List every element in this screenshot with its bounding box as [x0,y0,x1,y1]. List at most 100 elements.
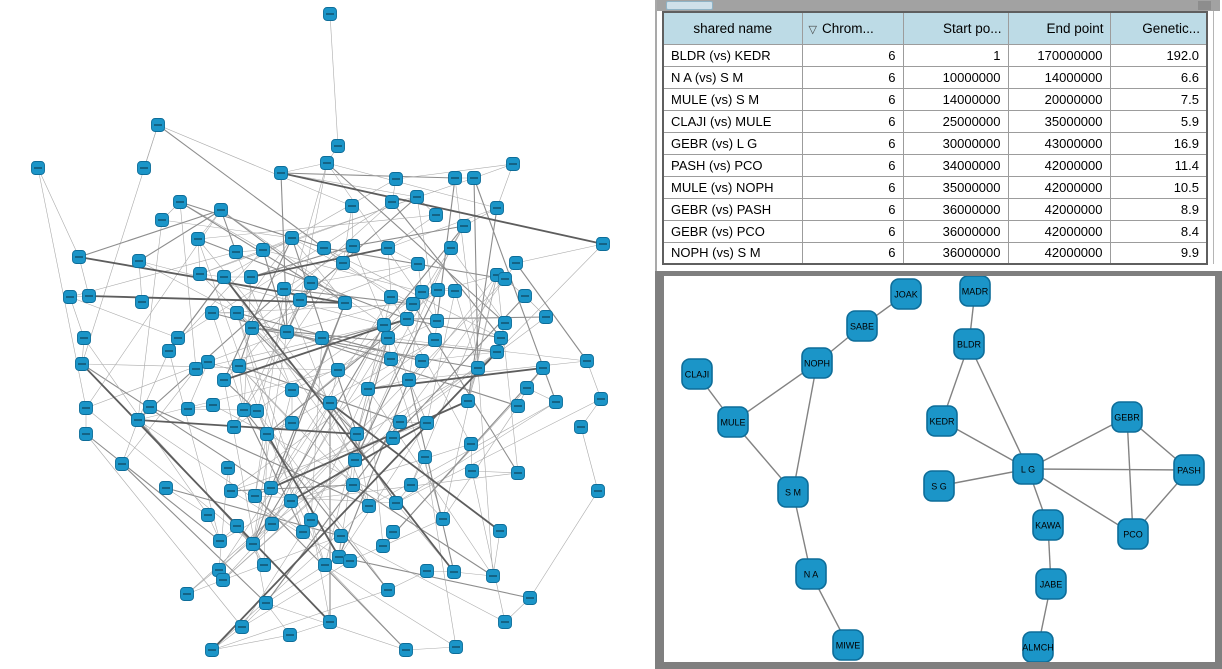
network-node[interactable] [201,508,215,522]
network-node[interactable] [214,203,228,217]
network-node[interactable] [79,427,93,441]
network-node-PCO[interactable]: PCO [1117,518,1149,550]
network-node[interactable] [486,569,500,583]
network-node[interactable] [159,481,173,495]
network-node[interactable] [494,331,508,345]
network-node[interactable] [428,333,442,347]
network-node[interactable] [444,241,458,255]
network-node[interactable] [244,270,258,284]
network-node[interactable] [536,361,550,375]
network-node[interactable] [385,195,399,209]
network-edge-NOPH-SM[interactable] [792,362,818,493]
network-node[interactable] [82,289,96,303]
network-node[interactable] [283,628,297,642]
network-node[interactable] [429,208,443,222]
network-node[interactable] [511,399,525,413]
filter-icon[interactable]: ▽ [808,23,817,36]
network-node-SG[interactable]: S G [923,470,955,502]
network-node[interactable] [132,254,146,268]
network-node[interactable] [189,362,203,376]
network-node[interactable] [317,241,331,255]
network-node[interactable] [230,519,244,533]
network-node[interactable] [265,517,279,531]
table-horizontal-scrollbar[interactable] [657,0,1220,11]
network-node[interactable] [217,270,231,284]
network-node[interactable] [293,293,307,307]
network-node[interactable] [162,344,176,358]
network-node[interactable] [461,394,475,408]
network-node[interactable] [245,321,259,335]
network-node-KEDR[interactable]: KEDR [926,405,958,437]
network-node[interactable] [221,461,235,475]
network-node[interactable] [418,450,432,464]
network-node-PASH[interactable]: PASH [1173,454,1205,486]
network-node[interactable] [338,296,352,310]
network-node[interactable] [250,404,264,418]
network-node[interactable] [498,615,512,629]
network-node[interactable] [596,237,610,251]
network-node[interactable] [237,403,251,417]
network-node[interactable] [63,290,77,304]
network-node[interactable] [277,282,291,296]
network-node[interactable] [274,166,288,180]
network-node[interactable] [498,272,512,286]
large-network-canvas[interactable] [0,0,655,669]
network-node[interactable] [457,219,471,233]
network-node-MIWE[interactable]: MIWE [832,629,864,661]
table-row[interactable]: MULE (vs) NOPH 6 35000000 42000000 10.5 [662,175,1208,199]
network-node-MULE[interactable]: MULE [717,406,749,438]
network-node[interactable] [304,513,318,527]
table-row[interactable]: BLDR (vs) KEDR 6 1 170000000 192.0 [662,43,1208,67]
network-node[interactable] [181,402,195,416]
network-node[interactable] [498,316,512,330]
network-node[interactable] [410,190,424,204]
network-edge-BLDR-LG[interactable] [968,343,1029,470]
network-node-SABE[interactable]: SABE [846,310,878,342]
network-node[interactable] [594,392,608,406]
network-node[interactable] [206,398,220,412]
network-node[interactable] [490,201,504,215]
column-header-4[interactable]: Genetic... [1109,11,1208,45]
network-node[interactable] [72,250,86,264]
network-node[interactable] [389,172,403,186]
network-node[interactable] [506,157,520,171]
network-node[interactable] [381,331,395,345]
network-node[interactable] [296,525,310,539]
table-row[interactable]: PASH (vs) PCO 6 34000000 42000000 11.4 [662,153,1208,177]
network-node[interactable] [465,464,479,478]
network-node[interactable] [343,554,357,568]
network-node[interactable] [350,427,364,441]
network-node[interactable] [151,118,165,132]
network-node-LG[interactable]: L G [1012,453,1044,485]
scrollbar-thumb[interactable] [666,1,713,10]
network-node[interactable] [173,195,187,209]
network-node[interactable] [346,239,360,253]
network-node[interactable] [201,355,215,369]
network-node[interactable] [386,525,400,539]
network-node[interactable] [115,457,129,471]
network-node[interactable] [381,583,395,597]
network-node-BLDR[interactable]: BLDR [953,328,985,360]
network-node[interactable] [346,478,360,492]
network-node[interactable] [449,640,463,654]
filtered-network-canvas[interactable]: JOAK MADR SABE BLDR NOPH CLAJI MULE KEDR GEBR L G… [664,276,1215,662]
network-node[interactable] [420,564,434,578]
network-node[interactable] [430,314,444,328]
network-node[interactable] [376,539,390,553]
network-node[interactable] [285,231,299,245]
network-node[interactable] [406,297,420,311]
network-node[interactable] [402,373,416,387]
network-node-GEBR[interactable]: GEBR [1111,401,1143,433]
network-node[interactable] [493,524,507,538]
network-node-JABE[interactable]: JABE [1035,568,1067,600]
network-node[interactable] [285,416,299,430]
network-edge-GEBR-PCO[interactable] [1126,416,1134,535]
network-node[interactable] [315,331,329,345]
network-node[interactable] [227,420,241,434]
network-node[interactable] [224,484,238,498]
network-node[interactable] [389,496,403,510]
network-node[interactable] [304,276,318,290]
network-node[interactable] [323,615,337,629]
network-node[interactable] [257,558,271,572]
network-node-NOPH[interactable]: NOPH [801,347,833,379]
